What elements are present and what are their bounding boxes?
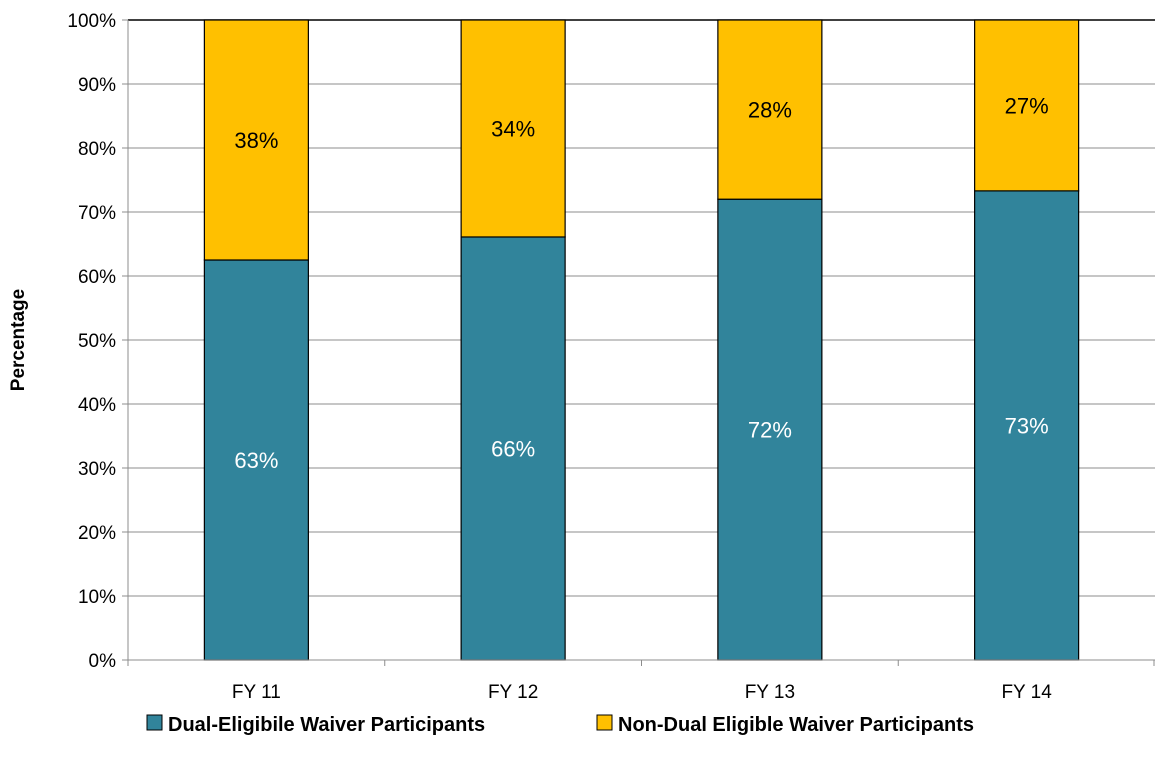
y-tick-label: 40% [78,395,116,416]
bar-non-dual-eligible [974,19,1080,192]
legend-label: Dual-Eligibile Waiver Participants [168,714,485,736]
data-label: 73% [1005,413,1049,438]
data-label: 38% [234,128,278,153]
y-tick-label: 80% [78,139,116,160]
legend-label: Non-Dual Eligible Waiver Participants [618,714,974,736]
data-label: 27% [1005,93,1049,118]
y-axis-title: Percentage [8,289,29,391]
y-tick-label: 60% [78,267,116,288]
bar-non-dual-eligible [203,19,309,261]
bar-non-dual-eligible [460,19,566,238]
legend: Dual-Eligibile Waiver Participants Non-Du… [146,714,974,736]
y-tick-label: 90% [78,75,116,96]
y-tick-label: 30% [78,459,116,480]
legend-swatch [146,714,163,731]
x-tick-label: FY 13 [745,682,795,703]
y-tick-label: 10% [78,587,116,608]
bar-dual-eligible [974,190,1080,661]
legend-swatch [596,714,613,731]
y-tick-label: 50% [78,331,116,352]
data-label: 63% [234,448,278,473]
data-label: 66% [491,436,535,461]
y-tick-label: 70% [78,203,116,224]
data-label: 28% [748,98,792,123]
x-tick-label: FY 11 [232,682,281,703]
data-label: 34% [491,116,535,141]
y-tick-label: 100% [67,11,116,32]
bar-dual-eligible [717,198,823,661]
x-tick-label: FY 14 [1001,682,1052,703]
y-tick-label: 20% [78,523,116,544]
axes: 0% 10% 20% 30% 40% 50% 60% 70% 80% 90% 100% FY 11 FY… [67,11,1155,703]
y-tick-label: 0% [89,651,117,672]
data-label: 72% [748,418,792,443]
x-tick-label: FY 12 [488,682,538,703]
data-labels: 63% 38% 66% 34% 72% 28% 73% 27% [234,93,1048,473]
bar-non-dual-eligible [717,19,823,200]
